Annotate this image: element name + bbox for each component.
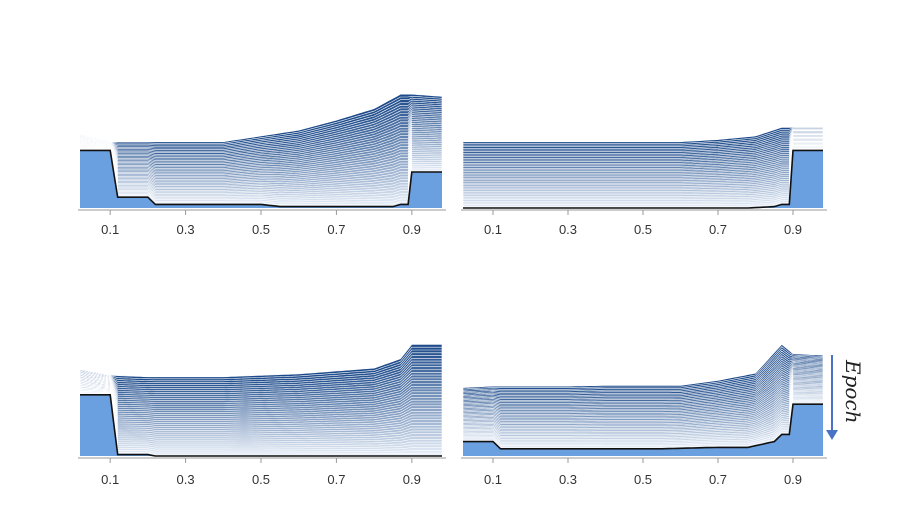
base-area: [80, 394, 442, 456]
epoch-layer-4: [462, 398, 824, 457]
x-tick-label: 0.9: [403, 222, 421, 237]
x-tick-label: 0.7: [709, 472, 727, 487]
x-tick-label: 0.7: [327, 222, 345, 237]
x-tick-label: 0.9: [403, 472, 421, 487]
epoch-layer-6: [79, 147, 443, 209]
epoch-layer-2: [462, 148, 824, 209]
x-tick-label: 0.1: [101, 472, 119, 487]
base-outline: [463, 403, 823, 450]
chart-panel-bottom-left: 0.1 0.3 0.5 0.7 0.9: [78, 344, 446, 487]
base-outline: [80, 149, 442, 208]
arrow-down-icon: [826, 430, 838, 440]
epoch-layer-8: [79, 389, 443, 457]
x-tick-label: 0.9: [784, 222, 802, 237]
epoch-layer-3: [462, 400, 824, 457]
x-tick-label: 0.3: [177, 222, 195, 237]
x-tick-label: 0.5: [252, 222, 270, 237]
x-tick-label: 0.5: [634, 472, 652, 487]
x-tick-label: 0.1: [101, 222, 119, 237]
x-tick-label: 0.7: [327, 472, 345, 487]
base-area: [463, 404, 823, 456]
x-tick-label: 0.1: [484, 222, 502, 237]
x-tick-label: 0.9: [784, 472, 802, 487]
x-tick-label: 0.3: [559, 222, 577, 237]
chart-panel-top-right: 0.1 0.3 0.5 0.7 0.9: [461, 127, 827, 237]
x-tick-label: 0.3: [559, 472, 577, 487]
epoch-label: Epoch: [841, 359, 865, 424]
chart-panel-bottom-right: 0.1 0.3 0.5 0.7 0.9: [461, 343, 827, 487]
epoch-layer-9: [462, 144, 824, 209]
base-outline: [80, 393, 442, 457]
x-tick-label: 0.1: [484, 472, 502, 487]
epoch-layer-1: [462, 149, 824, 209]
chart-panel-top-left: 0.1 0.3 0.5 0.7 0.9: [78, 93, 446, 237]
base-area: [80, 150, 442, 208]
base-outline: [463, 149, 823, 209]
x-tick-label: 0.5: [634, 222, 652, 237]
x-tick-label: 0.7: [709, 222, 727, 237]
x-tick-label: 0.5: [252, 472, 270, 487]
x-tick-label: 0.3: [177, 472, 195, 487]
epoch-annotation: Epoch: [826, 355, 865, 440]
